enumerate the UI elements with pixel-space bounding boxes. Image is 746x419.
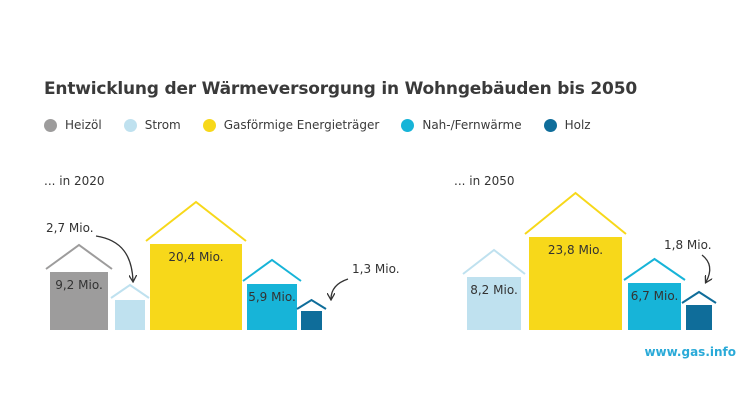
legend-label-heizoel: Heizöl [65,118,102,132]
bar-nah-fernwaerme-2020 [247,284,297,330]
bar-gasfoermige-energietraeger-2050 [529,237,622,330]
legend: Heizöl Strom Gasförmige Energieträger Na… [44,117,591,133]
data-label-strom-2020: 2,7 Mio. [46,221,94,235]
roof-nah-fernwaerme-2020 [242,258,302,282]
roof-heizoel-2020 [45,243,113,270]
house-group-2050: 8,2 Mio. 23,8 Mio. 6,7 Mio. 1,8 Mio. [462,191,717,330]
chart-title: Entwicklung der Wärmeversorgung in Wohng… [44,79,637,99]
bar-holz-2050 [686,305,712,330]
legend-item-gas: Gasförmige Energieträger [202,118,380,132]
legend-label-strom: Strom [144,118,181,132]
roof-holz-2020 [296,298,327,310]
bar-heizoel-2020 [50,272,108,330]
roof-nah-fernwaerme-2050 [623,257,686,281]
period-label-2020: ... in 2020 [44,174,105,188]
house-group-2020: 9,2 Mio. 2,7 Mio. 20,4 Mio. 5,9 Mio. 1,3 Mio… [45,200,400,330]
bar-holz-2020 [301,311,322,330]
legend-swatch-heizoel [44,118,57,132]
data-label-strom-2050: 8,2 Mio. [470,283,518,297]
data-label-gasfoermige-energietraeger-2050: 23,8 Mio. [548,243,603,257]
data-label-nah-fernwaerme-2050: 6,7 Mio. [631,289,679,303]
roof-strom-2050 [462,248,526,275]
roof-strom-2020 [110,283,150,299]
roof-gasfoermige-energietraeger-2020 [145,200,247,242]
data-label-nah-fernwaerme-2020: 5,9 Mio. [248,290,296,304]
legend-label-holz: Holz [564,118,591,132]
legend-item-heizoel: Heizöl [44,118,102,132]
period-label-2050: ... in 2050 [454,174,515,188]
legend-label-fernwaerme: Nah-/Fernwärme [422,118,522,132]
roof-gasfoermige-energietraeger-2050 [524,191,627,235]
legend-item-holz: Holz [543,118,591,132]
arrow-strom-2020 [95,235,133,281]
bar-nah-fernwaerme-2050 [628,283,681,330]
bar-gasfoermige-energietraeger-2020 [150,244,242,330]
legend-swatch-strom [123,118,137,132]
bar-strom-2020 [115,300,145,330]
data-label-holz-2020: 1,3 Mio. [352,262,400,276]
legend-item-fernwaerme: Nah-/Fernwärme [401,118,522,132]
data-label-heizoel-2020: 9,2 Mio. [55,278,103,292]
bar-strom-2050 [467,277,521,330]
legend-swatch-holz [543,118,557,132]
footer-url: www.gas.info [644,345,736,359]
arrow-holz-2020 [331,278,349,299]
legend-item-strom: Strom [123,118,181,132]
legend-swatch-fernwaerme [401,118,415,132]
legend-swatch-gas [202,118,216,132]
data-label-gasfoermige-energietraeger-2020: 20,4 Mio. [168,250,223,264]
arrow-holz-2050 [701,254,710,282]
legend-label-gas: Gasförmige Energieträger [223,118,380,132]
data-label-holz-2050: 1,8 Mio. [664,238,712,252]
roof-holz-2050 [681,290,717,304]
